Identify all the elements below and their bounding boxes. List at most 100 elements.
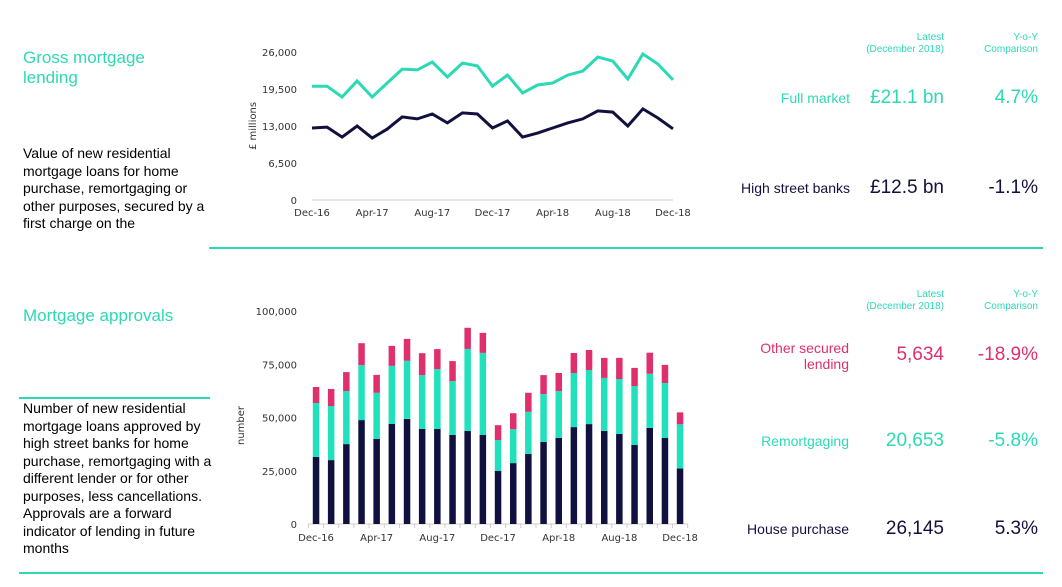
bar-other-secured-lending — [479, 332, 487, 353]
bar-remortgaging — [616, 378, 623, 434]
x-tick-label: Apr-17 — [360, 533, 393, 544]
x-tick-label: Apr-18 — [536, 208, 569, 219]
bar-other-secured-lending — [464, 327, 471, 349]
bar-remortgaging — [631, 386, 638, 445]
bar-other-secured-lending — [510, 413, 517, 430]
series-line-high-street-banks — [311, 106, 674, 140]
bar-other-secured-lending — [403, 338, 411, 361]
lending-title: Gross mortgage lending — [23, 48, 145, 87]
bar-remortgaging — [449, 381, 456, 435]
header-yoy-line2: Comparison — [984, 301, 1038, 312]
bar-remortgaging — [343, 391, 350, 445]
y-tick-label: 100,000 — [256, 307, 297, 318]
y-tick-label: 13,000 — [262, 122, 297, 133]
bar-remortgaging — [373, 392, 380, 439]
bar-remortgaging — [570, 373, 578, 428]
bar-house-purchase — [555, 437, 562, 524]
bar-other-secured-lending — [312, 387, 320, 403]
bar-remortgaging — [388, 366, 396, 424]
approvals-description-top-rule — [19, 397, 210, 399]
x-tick-label: Dec-16 — [294, 208, 330, 219]
bar-house-purchase — [403, 419, 411, 524]
bar-house-purchase — [631, 445, 638, 524]
bar-house-purchase — [494, 471, 502, 524]
row-house-purchase-yoy: 5.3% — [994, 518, 1038, 539]
bar-house-purchase — [601, 430, 608, 524]
x-tick-label: Apr-18 — [542, 533, 575, 544]
bar-remortgaging — [418, 375, 426, 429]
bar-other-secured-lending — [525, 392, 532, 412]
header-latest-line1: Latest — [916, 289, 944, 300]
approvals-title: Mortgage approvals — [23, 306, 174, 325]
bar-other-secured-lending — [358, 343, 365, 366]
bar-remortgaging — [312, 403, 320, 457]
bar-remortgaging — [464, 348, 471, 431]
header-yoy-line1: Y-o-Y — [1013, 289, 1038, 300]
bar-other-secured-lending — [676, 412, 684, 425]
x-tick-label: Aug-18 — [595, 208, 631, 219]
row-high-street-label: High street banks — [741, 180, 850, 196]
lending-description: Value of new residential mortgage loans … — [23, 145, 205, 231]
bottom-divider — [19, 572, 1043, 574]
row-full-market-yoy: 4.7% — [994, 87, 1038, 108]
row-other-secured-yoy: -18.9% — [977, 344, 1038, 365]
row-other-secured-latest: 5,634 — [896, 344, 944, 365]
header-latest-line2: (December 2018) — [866, 301, 944, 312]
y-axis-label: £ millions — [248, 102, 259, 150]
x-tick-label: Aug-18 — [601, 533, 637, 544]
bar-remortgaging — [494, 440, 502, 471]
bar-house-purchase — [661, 437, 669, 524]
bar-house-purchase — [646, 427, 653, 524]
series-line-full-market — [312, 51, 675, 100]
header-yoy-line1: Y-o-Y — [1013, 32, 1038, 43]
approvals-description: Number of new residential mortgage loans… — [23, 400, 212, 556]
approvals-bar-chart: 0 25,000 50,000 75,000 100,000 number Dec-16 Ap… — [236, 307, 698, 544]
bar-other-secured-lending — [373, 374, 380, 393]
bar-house-purchase — [585, 424, 593, 524]
row-other-secured-label-line1: Other secured — [760, 340, 849, 356]
bar-house-purchase — [343, 444, 350, 524]
header-latest-line2: (December 2018) — [866, 44, 944, 55]
section-divider — [209, 247, 1043, 249]
bar-remortgaging — [555, 391, 562, 438]
row-remortgaging-label: Remortgaging — [761, 433, 849, 449]
bar-other-secured-lending — [616, 357, 623, 379]
y-tick-label: 26,000 — [262, 48, 297, 59]
bar-house-purchase — [479, 435, 487, 524]
x-tick-label: Dec-18 — [662, 533, 698, 544]
bar-other-secured-lending — [494, 425, 502, 441]
bar-house-purchase — [464, 430, 471, 524]
bar-remortgaging — [479, 353, 487, 435]
bar-remortgaging — [585, 370, 593, 425]
bar-remortgaging — [646, 373, 653, 428]
x-tick-label: Apr-17 — [356, 208, 389, 219]
bar-other-secured-lending — [327, 389, 335, 406]
y-tick-label: 0 — [291, 196, 297, 207]
x-tick-label: Dec-18 — [655, 208, 691, 219]
y-tick-label: 50,000 — [262, 414, 297, 425]
row-other-secured-label-line2: lending — [803, 356, 849, 372]
bar-house-purchase — [358, 420, 365, 524]
row-remortgaging-latest: 20,653 — [885, 430, 944, 451]
lending-header-yoy: Y-o-Y Comparison — [960, 32, 1038, 56]
y-tick-label: 75,000 — [262, 360, 297, 371]
bar-house-purchase — [676, 468, 684, 524]
bar-house-purchase — [388, 423, 396, 524]
y-tick-label: 19,500 — [262, 85, 297, 96]
bar-other-secured-lending — [434, 349, 441, 370]
row-high-street-latest: £12.5 bn — [870, 177, 944, 198]
bar-remortgaging — [358, 365, 365, 421]
bar-other-secured-lending — [388, 345, 396, 366]
bar-remortgaging — [540, 394, 547, 442]
bar-house-purchase — [525, 453, 532, 524]
lending-header-latest: Latest (December 2018) — [820, 32, 944, 56]
y-tick-label: 25,000 — [262, 467, 297, 478]
approvals-header-latest: Latest (December 2018) — [820, 289, 944, 313]
x-tick-label: Dec-16 — [298, 533, 334, 544]
bar-other-secured-lending — [418, 353, 426, 376]
x-tick-label: Dec-17 — [480, 533, 516, 544]
bar-other-secured-lending — [601, 357, 608, 378]
bar-other-secured-lending — [585, 350, 593, 370]
bar-house-purchase — [570, 427, 578, 524]
bar-remortgaging — [327, 406, 335, 461]
